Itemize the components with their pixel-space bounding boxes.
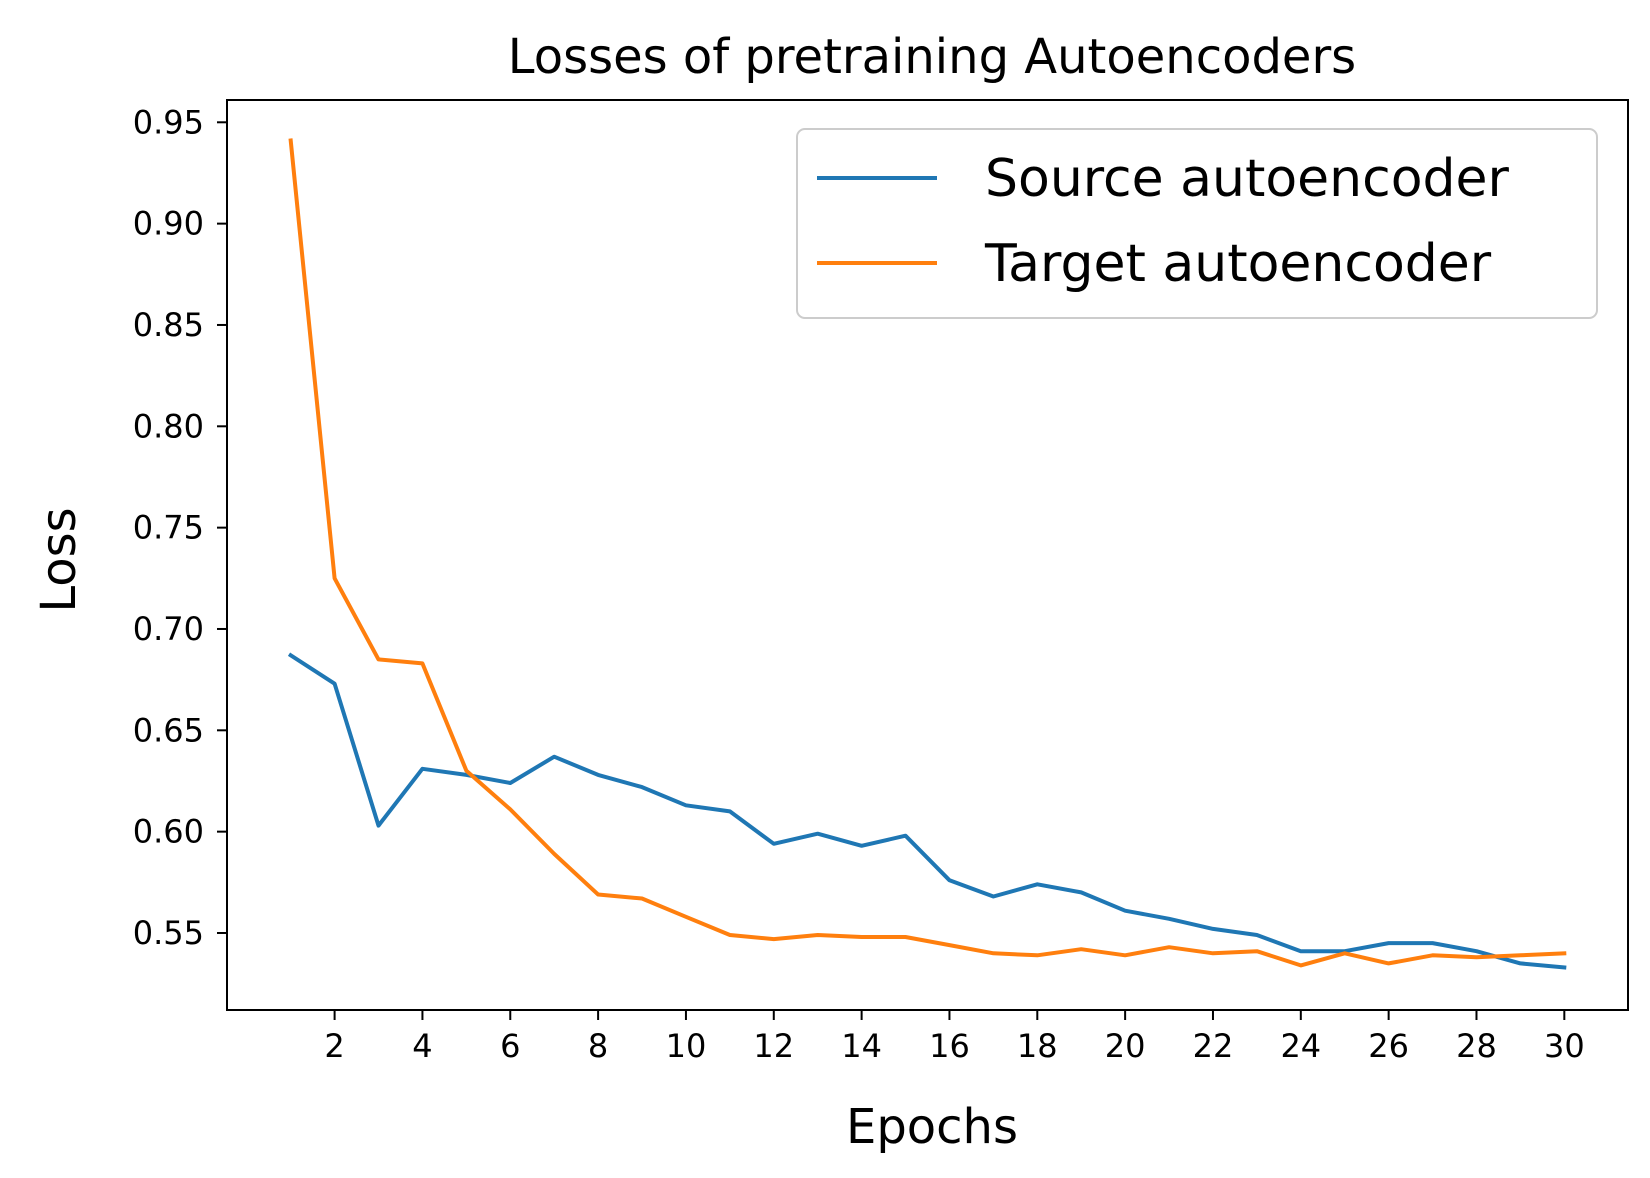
y-tick-label: 0.75 (133, 509, 204, 547)
y-tick-label: 0.95 (133, 103, 204, 141)
chart-title: Losses of pretraining Autoencoders (508, 29, 1356, 85)
x-tick-label: 16 (929, 1027, 970, 1065)
legend-label-1: Source autoencoder (985, 149, 1510, 209)
y-tick-label: 0.85 (133, 306, 204, 344)
x-tick-label: 2 (324, 1027, 344, 1065)
legend: Source autoencoder Target autoencoder (796, 128, 1598, 319)
y-tick-label: 0.65 (133, 711, 204, 749)
x-tick-label: 10 (666, 1027, 707, 1065)
x-tick-label: 20 (1105, 1027, 1146, 1065)
x-tick-label: 6 (500, 1027, 520, 1065)
y-tick-label: 0.80 (133, 407, 204, 445)
legend-box (796, 128, 1598, 319)
series-layer (287, 138, 1567, 970)
y-tick-label: 0.70 (133, 610, 204, 648)
y-tick-label: 0.90 (133, 205, 204, 243)
x-tick-label: 4 (412, 1027, 432, 1065)
x-axis-title: Epochs (846, 1099, 1018, 1155)
x-tick-label: 12 (753, 1027, 794, 1065)
series-line-2 (288, 138, 1567, 968)
x-tick-label: 24 (1280, 1027, 1321, 1065)
series-line-1 (287, 652, 1567, 970)
y-axis-title: Loss (31, 507, 87, 612)
y-tick-label: 0.60 (133, 813, 204, 851)
x-tick-label: 22 (1193, 1027, 1234, 1065)
axes-layer: 2 4 6 8 10 12 14 16 18 20 22 24 26 28 300.550.600.650.… (133, 99, 1629, 1065)
axes-frame (226, 99, 1629, 1011)
x-tick-label: 18 (1017, 1027, 1058, 1065)
x-tick-label: 8 (588, 1027, 608, 1065)
x-tick-label: 14 (841, 1027, 882, 1065)
legend-label-2: Target autoencoder (984, 234, 1492, 294)
y-tick-label: 0.55 (133, 914, 204, 952)
x-tick-label: 26 (1368, 1027, 1409, 1065)
x-tick-label: 30 (1544, 1027, 1585, 1065)
x-tick-label: 28 (1456, 1027, 1497, 1065)
